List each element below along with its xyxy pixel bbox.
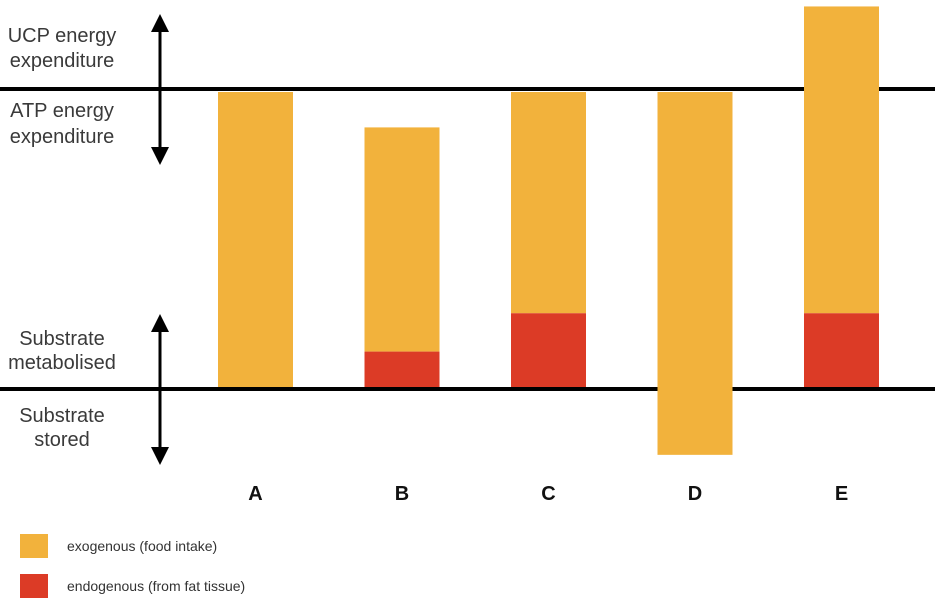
stored-label-line1: Substrate: [19, 405, 105, 427]
category-label-E: E: [835, 483, 848, 505]
legend-swatch-endogenous: [20, 574, 48, 598]
bar-C-exogenous: [511, 92, 586, 314]
category-label-D: D: [688, 483, 702, 505]
category-label-C: C: [541, 483, 555, 505]
stored-label-line2: stored: [34, 429, 90, 451]
bar-A-exogenous: [218, 92, 293, 387]
bar-D-exogenous: [657, 92, 733, 455]
legend-label-endogenous: endogenous (from fat tissue): [67, 578, 245, 594]
metabolised-label-line2: metabolised: [8, 352, 116, 374]
legend-swatch-exogenous: [20, 534, 48, 558]
bar-E-endogenous: [804, 313, 879, 387]
bars-group: [218, 6, 879, 455]
category-labels: A B C D E: [248, 483, 848, 505]
bar-E-exogenous: [804, 6, 879, 314]
legend-label-exogenous: exogenous (food intake): [67, 538, 217, 554]
metabolised-label-line1: Substrate: [19, 328, 105, 350]
category-label-B: B: [395, 483, 409, 505]
bar-B-exogenous: [364, 127, 440, 352]
ucp-label-line2: expenditure: [10, 50, 115, 72]
bar-B-endogenous: [364, 351, 440, 387]
upper-double-arrow: [151, 14, 169, 165]
bar-C-endogenous: [511, 313, 586, 387]
atp-label-line2: expenditure: [10, 126, 115, 148]
category-label-A: A: [248, 483, 262, 505]
legend: exogenous (food intake) endogenous (from…: [20, 534, 245, 598]
atp-label-line1: ATP energy: [10, 100, 114, 122]
ucp-label-line1: UCP energy: [8, 25, 117, 47]
lower-double-arrow: [151, 314, 169, 465]
